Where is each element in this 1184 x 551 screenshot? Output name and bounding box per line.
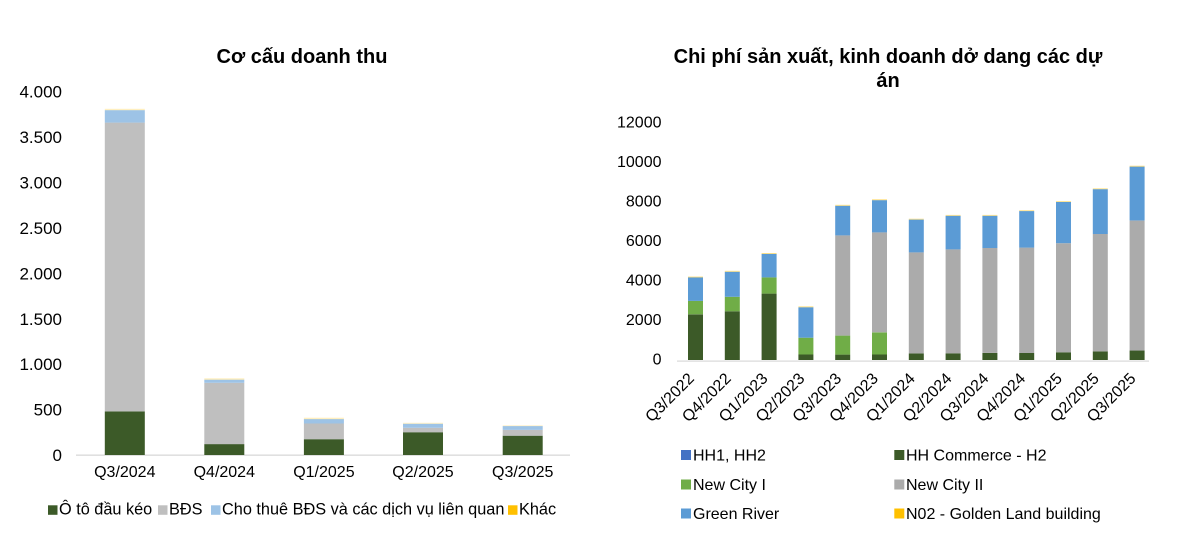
svg-text:4.000: 4.000 <box>19 83 62 102</box>
svg-text:Q1/2025: Q1/2025 <box>293 464 354 481</box>
svg-text:12000: 12000 <box>617 115 662 132</box>
svg-text:2000: 2000 <box>626 312 662 329</box>
svg-text:6000: 6000 <box>626 233 662 250</box>
svg-text:2.000: 2.000 <box>19 264 62 283</box>
svg-text:500: 500 <box>34 401 62 420</box>
svg-text:Q4/2024: Q4/2024 <box>194 464 255 481</box>
svg-text:HH1, HH2: HH1, HH2 <box>693 448 766 465</box>
svg-text:án: án <box>876 70 899 92</box>
svg-text:HH Commerce - H2: HH Commerce - H2 <box>906 448 1047 465</box>
svg-text:3.000: 3.000 <box>19 174 62 193</box>
svg-text:Cơ cấu doanh thu: Cơ cấu doanh thu <box>217 46 388 68</box>
svg-text:BĐS: BĐS <box>169 500 203 518</box>
svg-text:0: 0 <box>53 446 62 465</box>
svg-text:Cho thuê BĐS và các dịch vụ li: Cho thuê BĐS và các dịch vụ liên quan <box>222 500 504 518</box>
svg-text:Q3/2024: Q3/2024 <box>94 464 155 481</box>
svg-text:1.500: 1.500 <box>19 310 62 329</box>
svg-text:0: 0 <box>653 352 662 369</box>
svg-text:Q2/2025: Q2/2025 <box>392 464 453 481</box>
svg-text:3.500: 3.500 <box>19 128 62 147</box>
svg-text:New City II: New City II <box>906 477 983 494</box>
svg-text:New City I: New City I <box>693 477 766 494</box>
svg-text:Ô tô đầu kéo: Ô tô đầu kéo <box>59 499 152 518</box>
svg-text:10000: 10000 <box>617 154 662 171</box>
svg-text:8000: 8000 <box>626 194 662 211</box>
svg-text:2.500: 2.500 <box>19 219 62 238</box>
svg-text:Green River: Green River <box>693 506 780 523</box>
svg-text:Khác: Khác <box>519 500 556 518</box>
svg-text:4000: 4000 <box>626 273 662 290</box>
svg-text:Chi phí sản xuất, kinh doanh d: Chi phí sản xuất, kinh doanh dở dang các… <box>674 46 1103 68</box>
svg-text:Q3/2025: Q3/2025 <box>492 464 553 481</box>
svg-text:N02 - Golden Land building: N02 - Golden Land building <box>906 506 1101 523</box>
svg-text:1.000: 1.000 <box>19 355 62 374</box>
